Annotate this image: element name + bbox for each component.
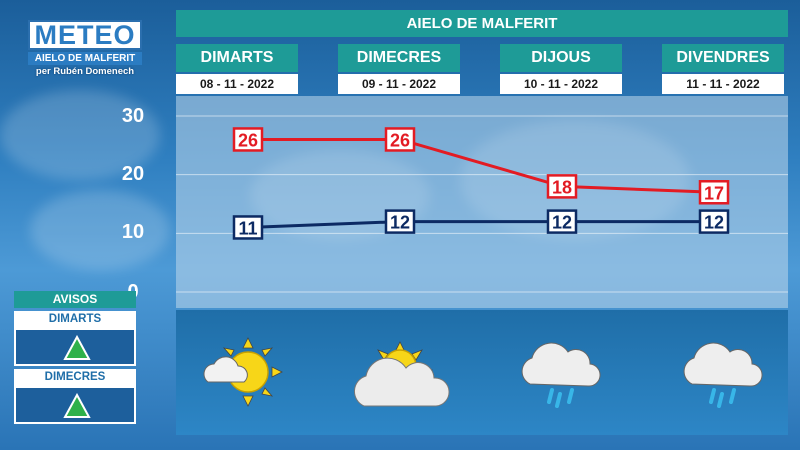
y-tick-label: 30 (121, 105, 145, 127)
sun-behind-cloud-icon (203, 337, 283, 407)
warning-level-box (14, 328, 136, 366)
warning-day-name: DIMARTS (14, 311, 136, 328)
day-name: DIMECRES (338, 44, 460, 72)
rain-cloud-icon (683, 342, 763, 408)
min-temperature-point: 12 (698, 209, 730, 234)
y-tick-label: 20 (121, 163, 145, 185)
day-date: 08 - 11 - 2022 (176, 74, 298, 94)
min-temperature-point: 12 (546, 209, 578, 234)
warning-day-name: DIMECRES (14, 369, 136, 386)
day-name: DIMARTS (176, 44, 298, 72)
day-date: 11 - 11 - 2022 (662, 74, 784, 94)
day-date: 10 - 11 - 2022 (500, 74, 622, 94)
max-temperature-label: 18 (552, 177, 572, 197)
logo-town: AIELO DE MALFERIT (28, 52, 142, 65)
day-header-2: DIMECRES 09 - 11 - 2022 (338, 44, 460, 94)
day-name: DIVENDRES (662, 44, 784, 72)
location-title: AIELO DE MALFERIT (176, 10, 788, 37)
day-date: 09 - 11 - 2022 (338, 74, 460, 94)
day-header-4: DIVENDRES 11 - 11 - 2022 (662, 44, 784, 94)
logo-author: per Rubén Domenech (35, 66, 135, 77)
day-name: DIJOUS (500, 44, 622, 72)
min-temperature-point: 12 (384, 209, 416, 234)
max-temperature-point: 26 (384, 127, 416, 152)
warning-level-box (14, 386, 136, 424)
max-temperature-line (248, 137, 715, 194)
min-temperature-label: 12 (704, 213, 724, 233)
day-header-1: DIMARTS 08 - 11 - 2022 (176, 44, 298, 94)
logo: METEO AIELO DE MALFERIT per Rubén Domene… (28, 20, 142, 77)
y-tick-label: 10 (121, 221, 145, 243)
max-temperature-label: 17 (704, 183, 724, 203)
chart-panel (176, 96, 788, 308)
day-header-3: DIJOUS 10 - 11 - 2022 (500, 44, 622, 94)
cloud-with-sun-icon (354, 341, 450, 407)
min-temperature-label: 12 (390, 213, 410, 233)
min-temperature-line (247, 220, 714, 229)
max-temperature-point: 17 (698, 180, 730, 205)
max-temperature-point: 26 (232, 127, 264, 152)
logo-brand: METEO (28, 20, 142, 50)
min-temperature-label: 12 (552, 213, 572, 233)
max-temperature-label: 26 (238, 130, 258, 150)
warning-triangle-icon (63, 393, 91, 418)
max-temperature-label: 26 (390, 130, 410, 150)
warnings-title: AVISOS (14, 291, 136, 308)
min-temperature-label: 11 (238, 218, 257, 238)
warnings-panel: AVISOS DIMARTS DIMECRES (14, 291, 136, 430)
warning-triangle-icon (63, 335, 91, 360)
rain-cloud-icon (521, 342, 601, 408)
min-temperature-point: 11 (232, 215, 264, 240)
max-temperature-point: 18 (546, 174, 578, 199)
